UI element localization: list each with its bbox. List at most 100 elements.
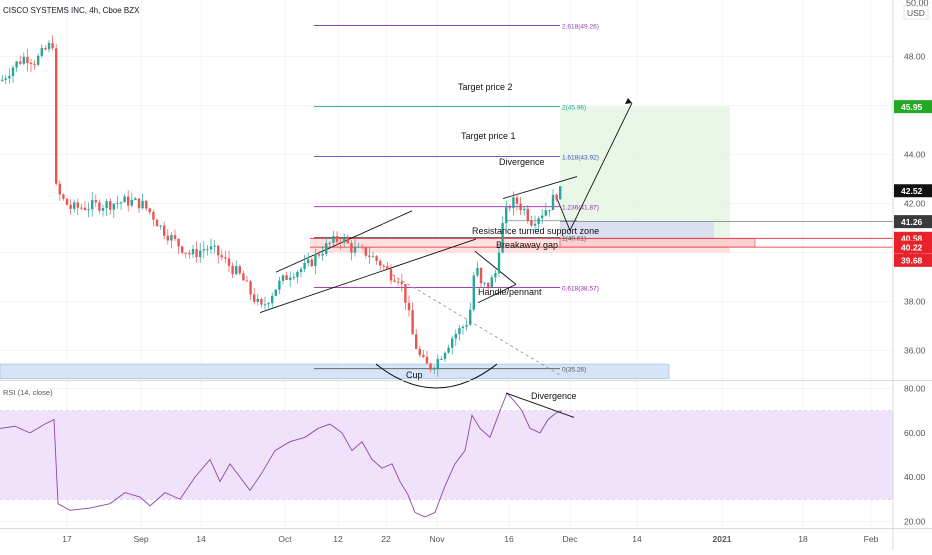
candle-body bbox=[231, 265, 234, 275]
rsi-band bbox=[0, 410, 893, 500]
candle-body bbox=[310, 259, 313, 266]
candle-body bbox=[274, 289, 277, 296]
candle-body bbox=[332, 235, 335, 243]
candle-body bbox=[461, 326, 465, 329]
candle-body bbox=[87, 209, 90, 211]
candle-body bbox=[447, 347, 450, 353]
price-badge-label: 41.26 bbox=[901, 217, 923, 227]
candle-body bbox=[44, 47, 47, 50]
fib-label: 2(45.96) bbox=[562, 104, 586, 111]
time-tick-label: Dec bbox=[562, 534, 578, 544]
candle-body bbox=[173, 235, 177, 239]
candle-body bbox=[19, 61, 22, 64]
candle-body bbox=[227, 258, 231, 266]
candle-body bbox=[253, 294, 256, 302]
candle-body bbox=[476, 267, 479, 276]
candle-body bbox=[105, 201, 108, 208]
candle-body bbox=[479, 267, 483, 284]
rsi-line bbox=[0, 392, 563, 518]
candle-body bbox=[217, 245, 220, 256]
rsi-title: RSI (14, close) bbox=[3, 388, 53, 397]
candle-body bbox=[433, 368, 436, 370]
candle-body bbox=[526, 208, 529, 221]
projection-path bbox=[555, 102, 633, 232]
candle-body bbox=[364, 247, 367, 256]
projection-arrow bbox=[625, 97, 632, 104]
candle-body bbox=[242, 273, 245, 281]
time-tick-label: 18 bbox=[798, 534, 808, 544]
time-tick-label: 17 bbox=[62, 534, 72, 544]
channel-lower-line bbox=[259, 238, 477, 314]
candle-body bbox=[551, 194, 555, 211]
time-tick-label: 16 bbox=[504, 534, 514, 544]
candle-body bbox=[260, 298, 263, 305]
candle-body bbox=[209, 246, 213, 250]
candle-body bbox=[26, 56, 29, 63]
candle-body bbox=[497, 252, 501, 274]
candle-body bbox=[328, 242, 331, 244]
top-clip-label: 50.00 bbox=[906, 0, 929, 8]
fib-label: 0.618(38.57) bbox=[562, 286, 599, 293]
candle-body bbox=[22, 56, 25, 64]
time-tick-label: Nov bbox=[429, 534, 445, 544]
candle-body bbox=[397, 281, 400, 283]
candle-body bbox=[346, 237, 349, 244]
cup-curve bbox=[375, 363, 498, 389]
candle-body bbox=[37, 55, 40, 65]
candle-body bbox=[65, 198, 69, 205]
candle-body bbox=[267, 303, 270, 305]
price-badge bbox=[894, 100, 932, 114]
drawings bbox=[259, 97, 633, 389]
candle-body bbox=[296, 272, 299, 278]
candle-body bbox=[317, 254, 321, 256]
candle-body bbox=[386, 266, 389, 269]
candle-body bbox=[325, 243, 328, 254]
candle-body bbox=[91, 200, 94, 210]
price-badge-label: 42.52 bbox=[901, 186, 923, 196]
candle-body bbox=[195, 249, 198, 257]
rsi-tick-label: 40.00 bbox=[904, 472, 926, 482]
time-tick-label: 12 bbox=[333, 534, 343, 544]
candle-body bbox=[1, 79, 4, 81]
candle-body bbox=[541, 215, 544, 219]
candle-body bbox=[357, 246, 360, 248]
candle-body bbox=[422, 354, 425, 357]
candle-body bbox=[202, 249, 205, 251]
candle-body bbox=[440, 358, 443, 360]
candle-body bbox=[451, 338, 454, 348]
candle-body bbox=[271, 295, 274, 304]
candle-body bbox=[537, 218, 540, 224]
candle-body bbox=[249, 281, 252, 295]
candle-body bbox=[47, 43, 51, 50]
candle-body bbox=[425, 356, 429, 364]
candle-body bbox=[278, 280, 281, 290]
candle-body bbox=[109, 201, 112, 210]
time-tick-label: 14 bbox=[196, 534, 206, 544]
candle-body bbox=[119, 202, 123, 204]
candle-body bbox=[62, 194, 65, 199]
candle-body bbox=[199, 250, 202, 257]
candle-body bbox=[483, 282, 486, 284]
candle-body bbox=[472, 275, 475, 310]
price-badge bbox=[894, 240, 932, 254]
candle-body bbox=[55, 48, 58, 184]
price-badge bbox=[894, 253, 932, 267]
candle-body bbox=[303, 263, 306, 270]
candle-body bbox=[94, 200, 97, 203]
candle-body bbox=[80, 207, 83, 209]
candle-body bbox=[494, 273, 497, 278]
candles bbox=[1, 35, 562, 377]
candle-body bbox=[469, 309, 472, 325]
fib-label: 1(40.61) bbox=[562, 236, 586, 243]
candle-body bbox=[73, 202, 76, 209]
candle-body bbox=[159, 225, 162, 227]
candle-body bbox=[220, 255, 223, 258]
time-tick-label: 2021 bbox=[713, 534, 732, 544]
fib-label: 2.618(49.26) bbox=[562, 23, 599, 30]
currency-button[interactable]: USD bbox=[903, 5, 929, 20]
candle-body bbox=[379, 260, 382, 266]
breakaway-gap-label: Breakaway gap bbox=[496, 240, 558, 250]
candle-body bbox=[343, 237, 346, 243]
